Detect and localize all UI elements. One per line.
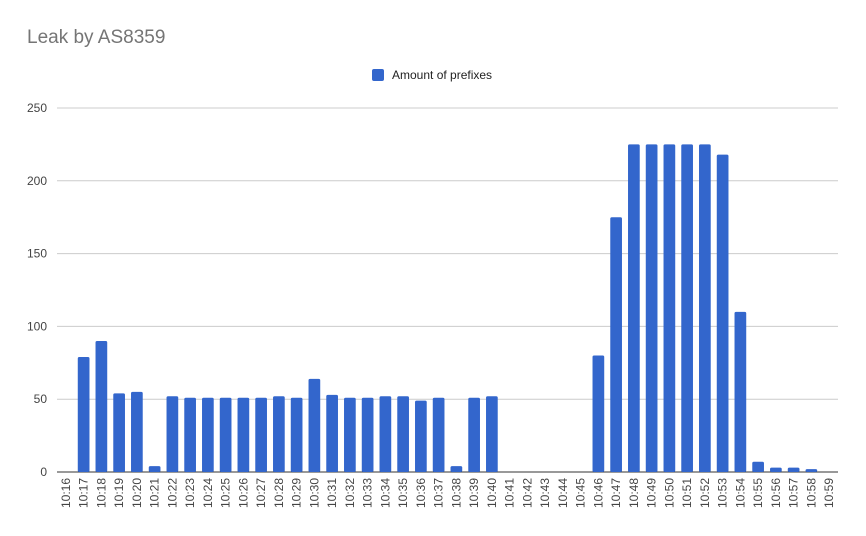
x-tick-label: 10:36 xyxy=(414,478,428,508)
x-tick-label: 10:46 xyxy=(591,478,605,508)
x-tick-label: 10:30 xyxy=(307,478,321,508)
x-tick-label: 10:43 xyxy=(538,478,552,508)
y-tick-label: 250 xyxy=(27,101,47,115)
bar[interactable] xyxy=(432,397,445,472)
x-tick-label: 10:50 xyxy=(662,478,676,508)
x-tick-label: 10:25 xyxy=(219,478,233,508)
x-tick-label: 10:51 xyxy=(680,478,694,508)
x-tick-label: 10:20 xyxy=(130,478,144,508)
bar[interactable] xyxy=(379,396,392,472)
bar[interactable] xyxy=(184,397,196,472)
x-tick-label: 10:26 xyxy=(236,478,250,508)
bar[interactable] xyxy=(415,400,427,472)
x-tick-label: 10:33 xyxy=(361,478,375,508)
chart-title: Leak by AS8359 xyxy=(27,27,166,48)
x-tick-label: 10:52 xyxy=(698,478,712,508)
x-tick-label: 10:49 xyxy=(645,478,659,508)
x-tick-label: 10:31 xyxy=(325,478,339,508)
x-tick-label: 10:55 xyxy=(751,478,765,508)
bar[interactable] xyxy=(77,356,90,472)
bar[interactable] xyxy=(663,144,676,472)
x-tick-label: 10:53 xyxy=(716,478,730,508)
x-tick-label: 10:24 xyxy=(201,478,215,508)
bar[interactable] xyxy=(752,461,764,472)
bar[interactable] xyxy=(787,467,800,472)
x-tick-label: 10:45 xyxy=(574,478,588,508)
x-tick-label: 10:17 xyxy=(77,478,91,508)
y-tick-label: 150 xyxy=(27,247,47,261)
bar[interactable] xyxy=(308,378,321,472)
x-tick-label: 10:16 xyxy=(59,478,73,508)
bar[interactable] xyxy=(645,144,658,472)
x-tick-label: 10:32 xyxy=(343,478,357,508)
y-tick-label: 200 xyxy=(27,174,47,188)
x-tick-label: 10:56 xyxy=(769,478,783,508)
y-tick-label: 50 xyxy=(34,392,48,406)
x-tick-label: 10:48 xyxy=(627,478,641,508)
bar[interactable] xyxy=(255,397,267,472)
bar[interactable] xyxy=(610,217,622,472)
bar[interactable] xyxy=(148,466,161,472)
x-tick-label: 10:18 xyxy=(94,478,108,508)
bar[interactable] xyxy=(95,340,108,472)
bar[interactable] xyxy=(326,394,338,472)
bar[interactable] xyxy=(681,144,693,472)
x-tick-label: 10:39 xyxy=(467,478,481,508)
x-tick-label: 10:21 xyxy=(148,478,162,508)
bar[interactable] xyxy=(770,467,782,472)
y-tick-label: 0 xyxy=(40,465,47,479)
bar[interactable] xyxy=(699,144,711,472)
bar[interactable] xyxy=(131,391,143,472)
legend-swatch xyxy=(372,69,384,81)
legend[interactable]: Amount of prefixes xyxy=(372,68,492,82)
bar[interactable] xyxy=(450,466,463,472)
x-tick-label: 10:29 xyxy=(290,478,304,508)
x-tick-label: 10:57 xyxy=(787,478,801,508)
bar[interactable] xyxy=(344,397,356,472)
bar[interactable] xyxy=(468,397,480,472)
x-tick-label: 10:42 xyxy=(520,478,534,508)
bar[interactable] xyxy=(219,397,232,472)
x-tick-label: 10:22 xyxy=(165,478,179,508)
bar[interactable] xyxy=(805,469,818,472)
bar[interactable] xyxy=(237,397,250,472)
x-tick-label: 10:47 xyxy=(609,478,623,508)
bar[interactable] xyxy=(628,144,640,472)
x-tick-label: 10:37 xyxy=(432,478,446,508)
bar[interactable] xyxy=(202,397,214,472)
y-tick-label: 100 xyxy=(27,319,47,333)
x-tick-label: 10:38 xyxy=(449,478,463,508)
legend-label: Amount of prefixes xyxy=(392,68,493,82)
bar[interactable] xyxy=(290,397,303,472)
bar[interactable] xyxy=(273,396,285,472)
bar[interactable] xyxy=(486,396,498,472)
x-tick-label: 10:19 xyxy=(112,478,126,508)
x-tick-label: 10:28 xyxy=(272,478,286,508)
bar[interactable] xyxy=(113,393,125,472)
bar[interactable] xyxy=(361,397,374,472)
x-tick-label: 10:59 xyxy=(822,478,836,508)
x-tick-label: 10:58 xyxy=(804,478,818,508)
bar[interactable] xyxy=(734,311,747,472)
x-tick-label: 10:35 xyxy=(396,478,410,508)
bar[interactable] xyxy=(716,154,729,472)
bar[interactable] xyxy=(166,396,179,472)
bar[interactable] xyxy=(592,355,605,472)
x-tick-label: 10:23 xyxy=(183,478,197,508)
x-tick-label: 10:27 xyxy=(254,478,268,508)
x-tick-label: 10:41 xyxy=(503,478,517,508)
x-tick-label: 10:40 xyxy=(485,478,499,508)
x-tick-label: 10:44 xyxy=(556,478,570,508)
x-tick-label: 10:34 xyxy=(378,478,392,508)
x-tick-label: 10:54 xyxy=(733,478,747,508)
bar[interactable] xyxy=(397,396,409,472)
